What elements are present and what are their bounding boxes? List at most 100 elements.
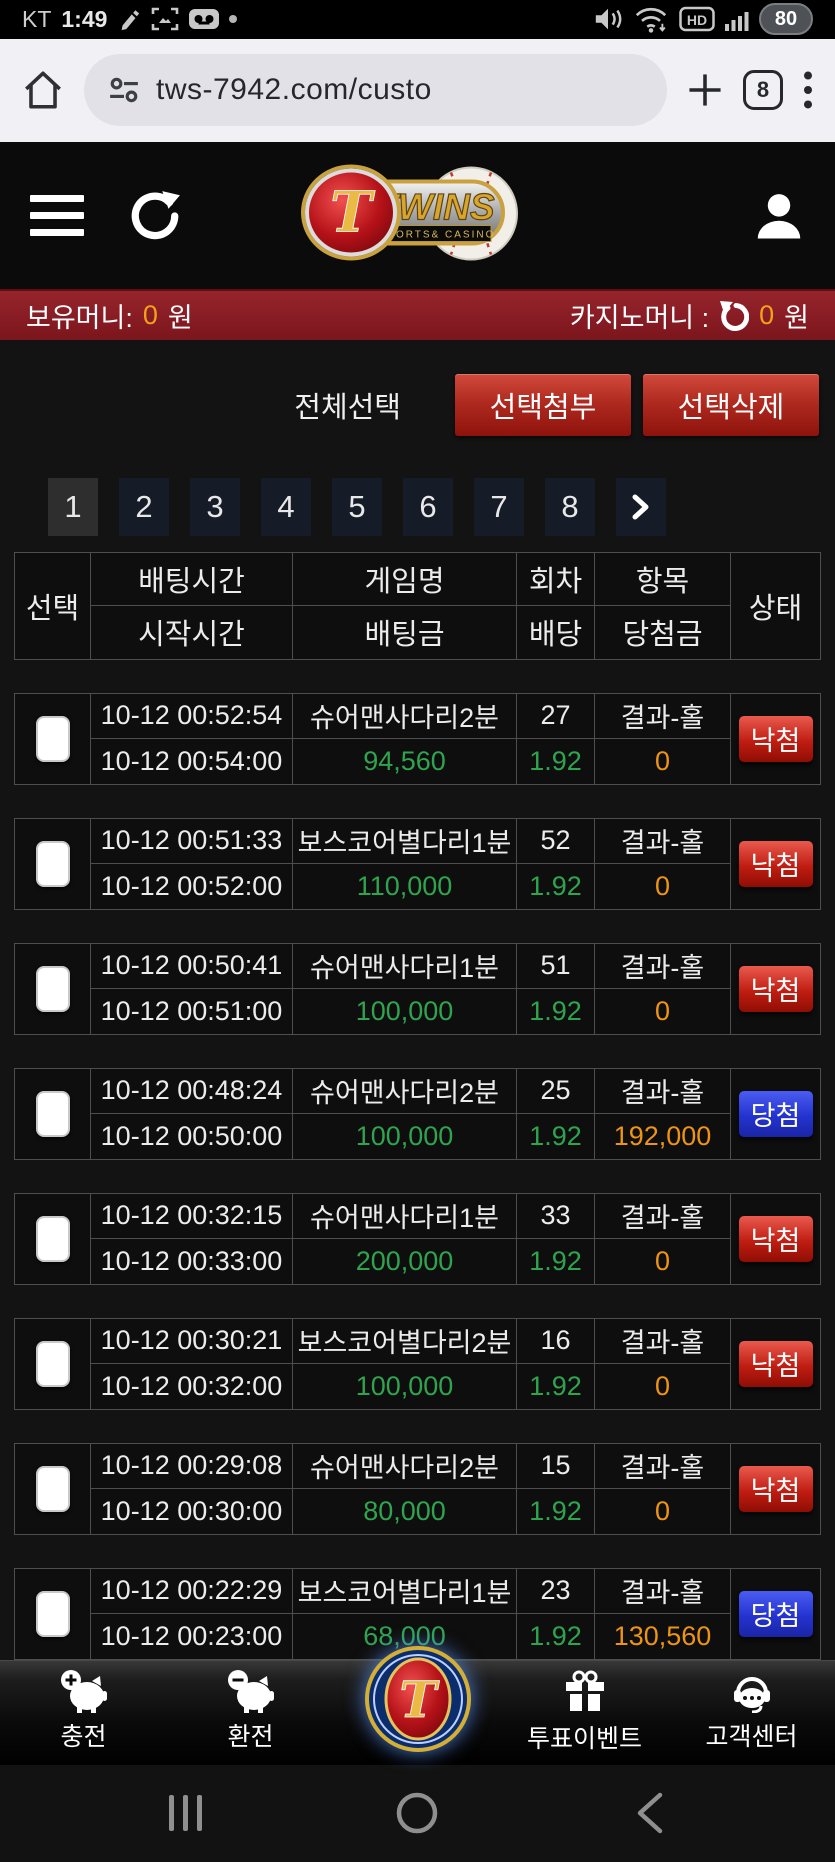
site-controls-icon[interactable] [108,74,140,106]
row-checkbox[interactable] [35,840,70,887]
pen-icon [117,7,141,31]
row-checkbox[interactable] [35,1340,70,1387]
round: 23 [516,1568,594,1614]
start-time: 10-12 00:33:00 [90,1238,292,1284]
start-time: 10-12 00:54:00 [90,738,292,784]
table-row: 10-12 00:30:21 보스코어별다리2분 16 결과-홀 낙첨 10-1… [14,1317,821,1410]
status-badge[interactable]: 낙첨 [738,1215,813,1262]
nav-deposit[interactable]: 충전 [0,1661,167,1765]
content: 전체선택 선택첨부 선택삭제 1 2 3 4 5 6 7 8 선택 배팅시간 게… [0,339,835,1660]
bet-time: 10-12 00:30:21 [90,1318,292,1364]
recents-icon[interactable] [169,1795,202,1832]
row-checkbox[interactable] [35,1465,70,1512]
row-checkbox[interactable] [35,1590,70,1637]
start-time: 10-12 00:32:00 [90,1363,292,1409]
android-nav-bar [0,1764,835,1862]
status-badge[interactable]: 낙첨 [738,965,813,1012]
table-row: 10-12 00:29:08 슈어맨사다리2분 15 결과-홀 낙첨 10-12… [14,1442,821,1535]
game-name: 슈어맨사다리2분 [292,693,516,739]
status-badge[interactable]: 당첨 [738,1590,813,1637]
page-button-5[interactable]: 5 [332,477,382,536]
bet-time: 10-12 00:48:24 [90,1068,292,1114]
back-icon[interactable] [632,1790,666,1836]
row-checkbox[interactable] [35,1090,70,1137]
page-button-6[interactable]: 6 [403,477,453,536]
nav-withdraw[interactable]: 환전 [167,1661,334,1765]
odds: 1.92 [516,988,594,1034]
wallet-amount: 0 [142,300,158,331]
casino-amount: 0 [759,300,775,331]
url-bar[interactable]: tws-7942.com/custo [84,54,667,127]
site-header: TWINS SPORTS& CASINO T [0,141,835,290]
twins-logo[interactable]: TWINS SPORTS& CASINO T [293,155,543,276]
piggy-bank-minus-icon [227,1669,274,1713]
new-tab-icon[interactable] [685,70,725,110]
battery-indicator: 80 [759,3,813,36]
reset-icon[interactable] [719,300,750,331]
game-name: 보스코어별다리1분 [292,818,516,864]
logo-subtext: SPORTS& CASINO [378,229,495,240]
odds: 1.92 [516,1113,594,1159]
page-button-7[interactable]: 7 [474,477,524,536]
wallet-unit: 원 [167,303,193,334]
win-amount: 192,000 [594,1113,730,1159]
win-amount: 0 [594,988,730,1034]
nav-home-logo[interactable]: T [334,1645,501,1765]
nav-customer-center[interactable]: 고객센터 [668,1661,835,1765]
gift-icon [565,1670,604,1711]
status-badge[interactable]: 낙첨 [738,715,813,762]
hamburger-menu-icon[interactable] [30,195,84,237]
header-select: 선택 [25,592,80,625]
tab-switcher[interactable]: 8 [743,70,783,111]
home-button-icon[interactable] [394,1790,440,1836]
url-text[interactable]: tws-7942.com/custo [156,73,432,107]
status-bar-left: KT 1:49 [22,6,238,33]
nav-label: 환전 [227,1722,274,1751]
delete-selected-button[interactable]: 선택삭제 [643,373,819,436]
attach-selected-button[interactable]: 선택첨부 [455,373,631,436]
twins-logo: T [364,1645,471,1752]
page-button-8[interactable]: 8 [545,477,595,536]
user-icon[interactable] [753,190,805,242]
battery-percent: 80 [774,7,798,30]
bet-amount: 100,000 [292,1113,516,1159]
win-amount: 0 [594,863,730,909]
wallet-balance: 보유머니: 0 원 [26,296,193,335]
menu-kebab-icon[interactable] [801,70,815,110]
select-all-button[interactable]: 전체선택 [294,391,401,424]
chevron-right-icon [632,494,649,520]
table-row: 10-12 00:51:33 보스코어별다리1분 52 결과-홀 낙첨 10-1… [14,817,821,910]
screen-capture-icon [151,6,179,32]
mute-vibrate-icon [593,5,623,33]
game-name: 슈어맨사다리1분 [292,943,516,989]
status-badge[interactable]: 낙첨 [738,840,813,887]
pick: 결과-홀 [594,1568,730,1614]
browser-bar: tws-7942.com/custo 8 [0,38,835,142]
page-button-1[interactable]: 1 [48,477,98,536]
row-checkbox[interactable] [35,715,70,762]
pick: 결과-홀 [594,1068,730,1114]
game-name: 슈어맨사다리2분 [292,1443,516,1489]
row-checkbox[interactable] [35,1215,70,1262]
page-button-4[interactable]: 4 [261,477,311,536]
pick: 결과-홀 [594,1193,730,1239]
refresh-icon[interactable] [128,189,182,243]
status-badge[interactable]: 당첨 [738,1090,813,1137]
home-icon[interactable] [20,67,66,113]
page-button-3[interactable]: 3 [190,477,240,536]
table-row: 10-12 00:50:41 슈어맨사다리1분 51 결과-홀 낙첨 10-12… [14,942,821,1035]
headset-icon [733,1677,770,1713]
header-win-amount: 당첨금 [594,605,730,659]
round: 25 [516,1068,594,1114]
logo-monogram: T [330,179,376,245]
row-checkbox[interactable] [35,965,70,1012]
bet-time: 10-12 00:52:54 [90,693,292,739]
nav-vote-event[interactable]: 투표이벤트 [501,1661,668,1765]
win-amount: 0 [594,1363,730,1409]
odds: 1.92 [516,1363,594,1409]
next-page-button[interactable] [616,477,666,536]
status-badge[interactable]: 낙첨 [738,1340,813,1387]
page-button-2[interactable]: 2 [119,477,169,536]
status-badge[interactable]: 낙첨 [738,1465,813,1512]
bet-amount: 94,560 [292,738,516,784]
